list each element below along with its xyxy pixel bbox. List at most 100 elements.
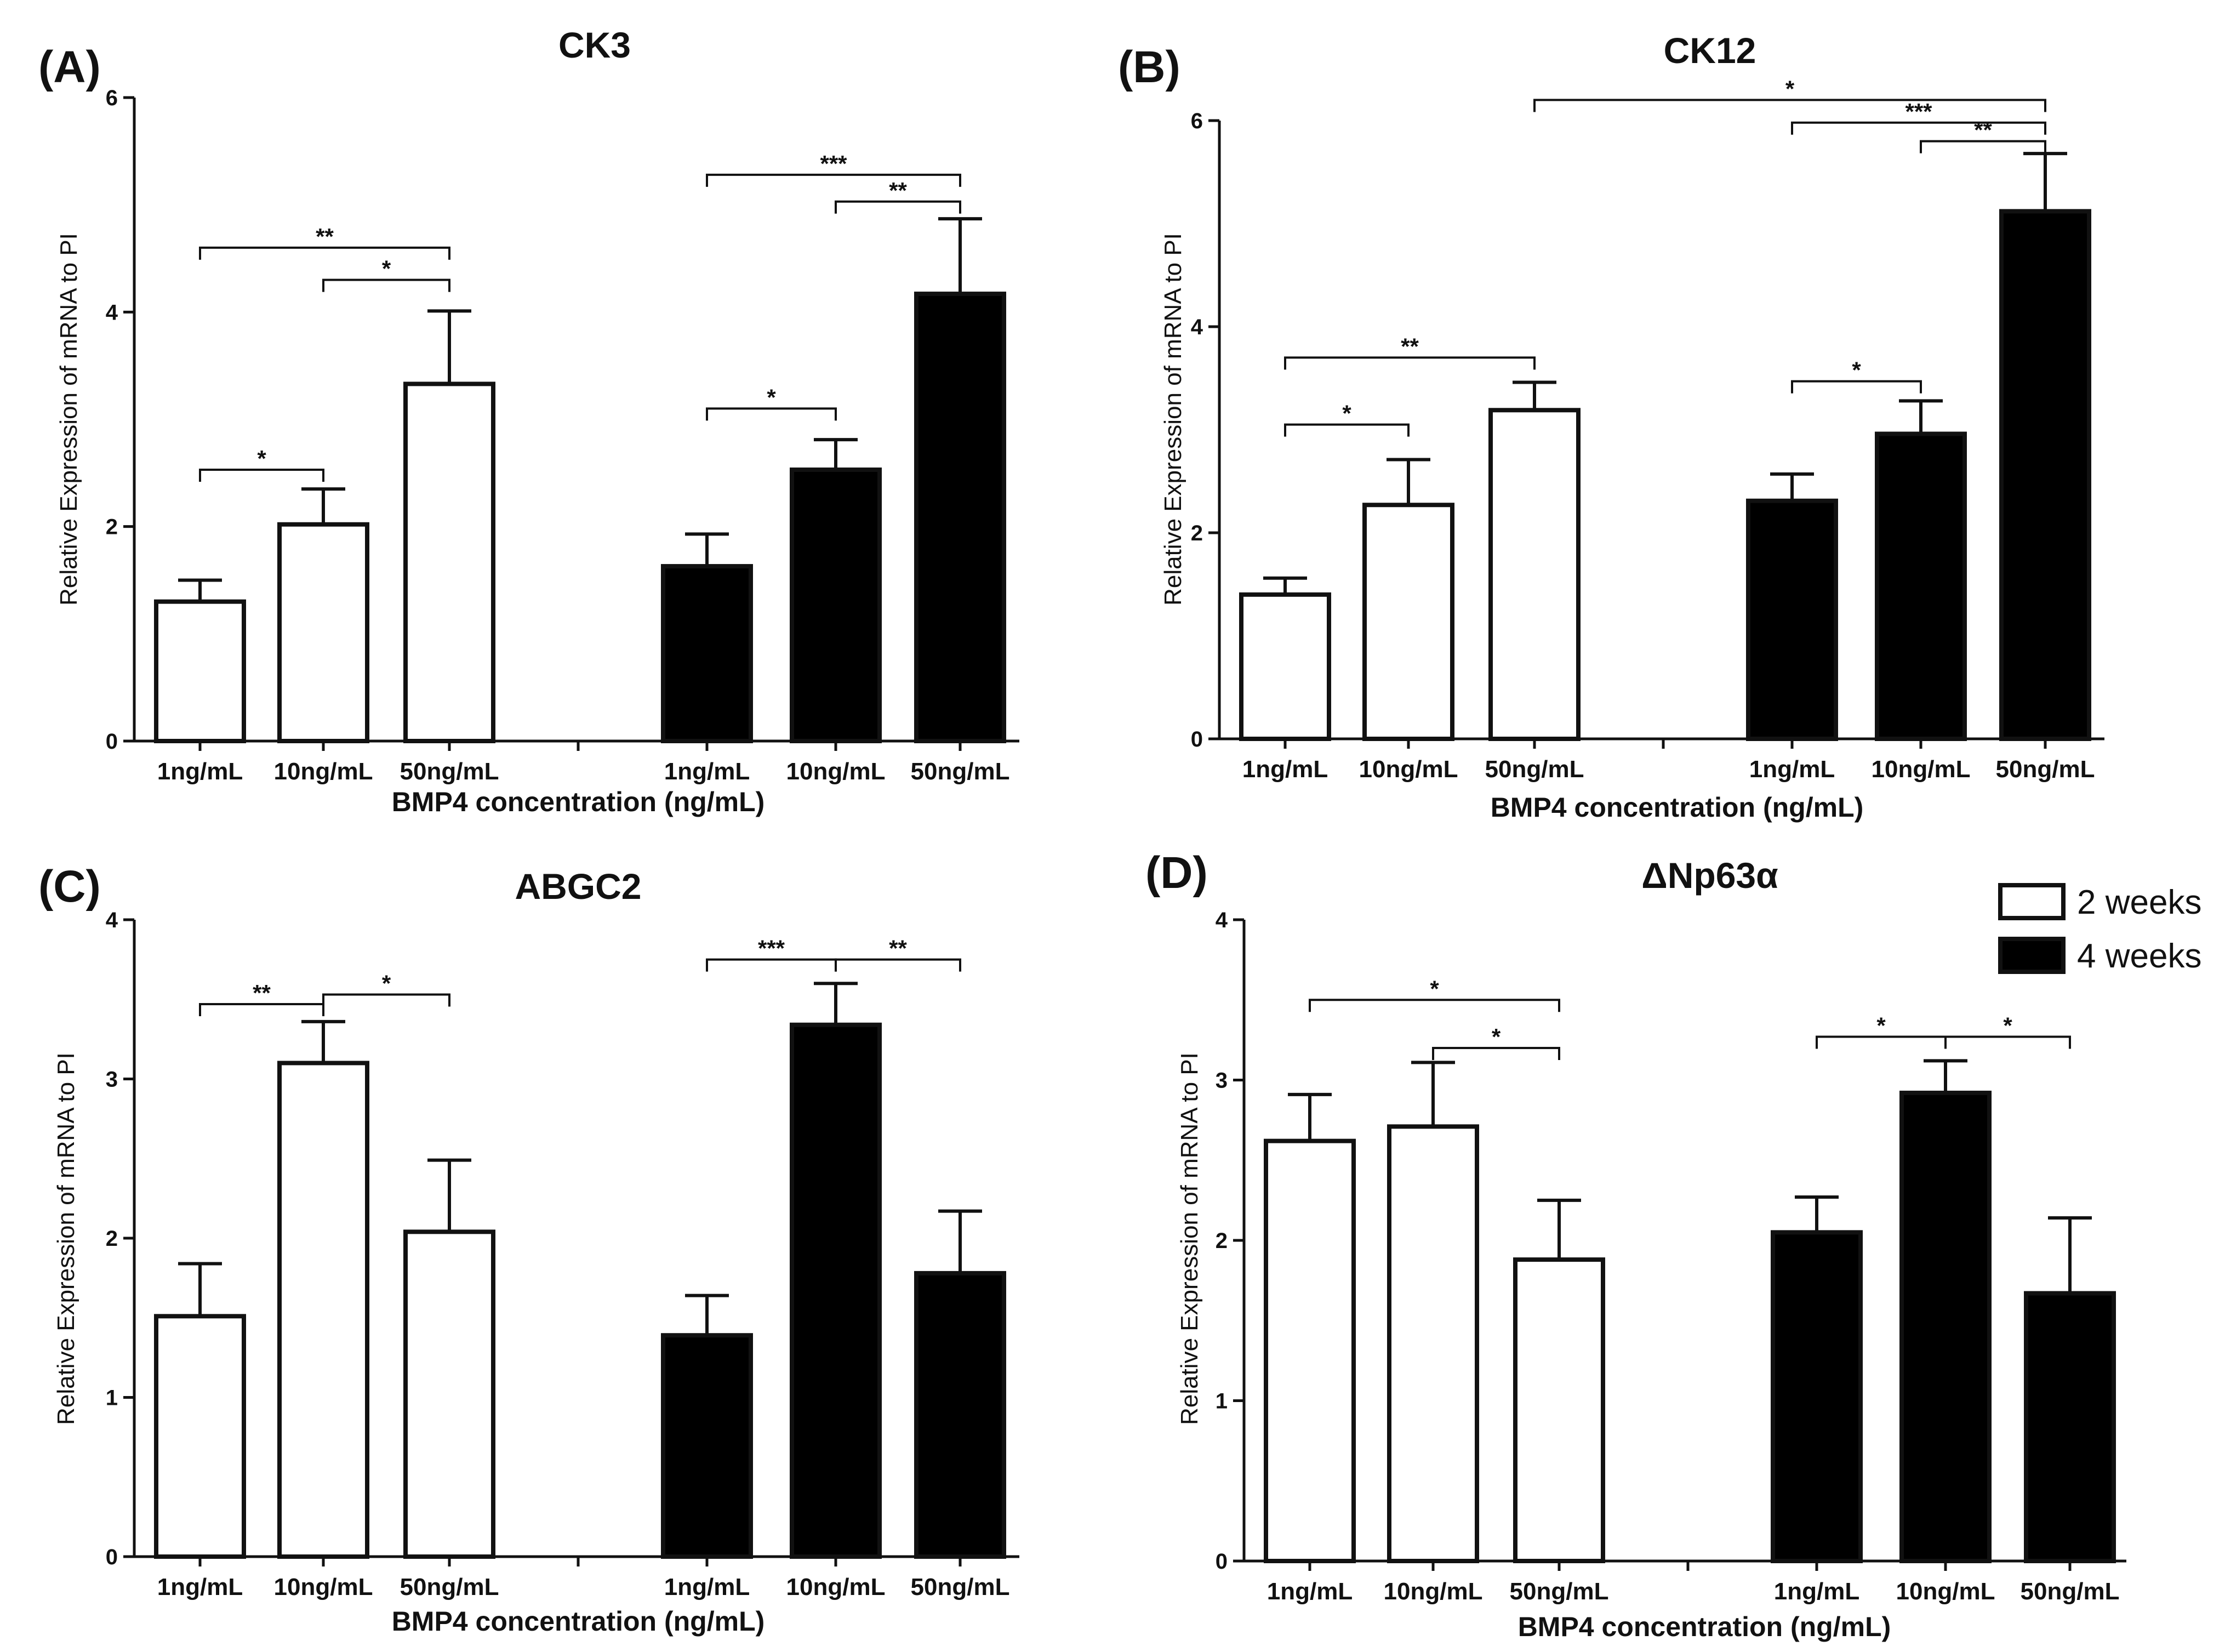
significance-bracket bbox=[835, 958, 961, 972]
x-tick-label: 10ng/mL bbox=[274, 1574, 373, 1600]
bar-2wk-50ng bbox=[1488, 408, 1581, 741]
bar-4wk-50ng bbox=[914, 292, 1006, 743]
legend-label: 2 weeks bbox=[2077, 884, 2201, 921]
y-tick-label: 6 bbox=[106, 86, 118, 110]
x-tick-label: 10ng/mL bbox=[786, 1574, 886, 1600]
significance-label: ** bbox=[889, 178, 907, 203]
bar-2wk-50ng bbox=[1513, 1257, 1605, 1564]
x-axis-title: BMP4 concentration (ng/mL) bbox=[392, 1606, 765, 1637]
significance-bracket bbox=[1284, 356, 1536, 370]
x-tick-label: 50ng/mL bbox=[911, 758, 1010, 785]
y-tick-label: 2 bbox=[106, 515, 118, 539]
significance-bracket bbox=[1791, 121, 2046, 135]
y-axis-title: Relative Expression of mRNA to PI bbox=[53, 1052, 79, 1425]
bar-2wk-1ng bbox=[154, 599, 246, 743]
significance-bracket bbox=[1816, 1035, 1947, 1049]
chart-title: ΔNp63α bbox=[1641, 855, 1778, 896]
bar-2wk-10ng bbox=[277, 522, 369, 744]
significance-bracket bbox=[1533, 99, 2046, 112]
y-tick-label: 6 bbox=[1191, 109, 1203, 133]
significance-bracket bbox=[199, 246, 450, 260]
x-tick-label: 1ng/mL bbox=[157, 1574, 243, 1600]
panel-letter: (D) bbox=[1145, 848, 1208, 898]
significance-label: * bbox=[767, 384, 776, 410]
y-axis-title: Relative Expression of mRNA to PI bbox=[55, 233, 82, 606]
panel-letter: (A) bbox=[38, 42, 101, 92]
significance-label: ** bbox=[1401, 333, 1419, 359]
y-tick-label: 4 bbox=[106, 908, 118, 932]
significance-label: * bbox=[1492, 1024, 1501, 1050]
bar-2wk-10ng bbox=[1362, 503, 1454, 741]
significance-label: *** bbox=[1905, 99, 1932, 124]
significance-bracket bbox=[706, 173, 961, 187]
y-tick-label: 0 bbox=[1191, 727, 1203, 751]
panel-letter: (C) bbox=[38, 862, 101, 912]
significance-bracket bbox=[1309, 999, 1560, 1012]
y-tick-label: 0 bbox=[1216, 1550, 1228, 1574]
significance-label: * bbox=[1785, 76, 1795, 101]
y-tick-label: 4 bbox=[1216, 908, 1228, 932]
y-tick-label: 3 bbox=[1216, 1069, 1228, 1093]
bar-2wk-50ng bbox=[403, 1229, 495, 1559]
x-axis-title: BMP4 concentration (ng/mL) bbox=[392, 787, 765, 817]
x-tick-label: 50ng/mL bbox=[400, 758, 499, 785]
significance-bracket bbox=[1944, 1035, 2071, 1049]
significance-bracket bbox=[835, 200, 961, 214]
x-tick-label: 10ng/mL bbox=[1384, 1578, 1483, 1605]
bar-4wk-10ng bbox=[790, 467, 882, 743]
chart-panel-d: (D) ΔNp63α 0 1 2 3 4 1ng/mL 10ng/mL 50ng/mL 1ng/mL… bbox=[1145, 848, 2126, 1642]
significance-bracket bbox=[1432, 1047, 1560, 1060]
x-tick-label: 10ng/mL bbox=[1872, 756, 1971, 783]
bar-4wk-10ng bbox=[1875, 431, 1967, 741]
significance-bracket bbox=[322, 278, 450, 292]
bar-4wk-10ng bbox=[790, 1022, 882, 1559]
x-tick-label: 1ng/mL bbox=[1749, 756, 1835, 783]
significance-label: *** bbox=[758, 936, 785, 961]
significance-bracket bbox=[1791, 380, 1922, 394]
x-tick-label: 1ng/mL bbox=[1242, 756, 1328, 783]
panel-letter: (B) bbox=[1118, 42, 1180, 92]
bar-2wk-1ng bbox=[154, 1314, 246, 1559]
legend-swatch-4-weeks bbox=[1998, 937, 2066, 974]
y-tick-label: 4 bbox=[106, 300, 118, 324]
bar-2wk-10ng bbox=[277, 1061, 369, 1559]
bar-2wk-1ng bbox=[1239, 592, 1331, 742]
significance-label: * bbox=[382, 971, 391, 996]
x-tick-label: 1ng/mL bbox=[664, 758, 750, 785]
y-axis-title: Relative Expression of mRNA to PI bbox=[1160, 233, 1186, 606]
significance-label: *** bbox=[820, 151, 847, 176]
y-tick-label: 0 bbox=[106, 730, 118, 754]
bar-2wk-1ng bbox=[1264, 1138, 1356, 1563]
significance-label: ** bbox=[889, 936, 907, 961]
bar-2wk-50ng bbox=[403, 381, 495, 743]
significance-label: * bbox=[1876, 1013, 1886, 1039]
significance-bracket bbox=[706, 407, 837, 421]
bar-4wk-1ng bbox=[1746, 498, 1838, 741]
chart-title: CK3 bbox=[558, 25, 631, 65]
x-tick-label: 1ng/mL bbox=[157, 758, 243, 785]
bar-4wk-50ng bbox=[1999, 209, 2091, 741]
x-tick-label: 50ng/mL bbox=[1510, 1578, 1609, 1605]
x-axis-title: BMP4 concentration (ng/mL) bbox=[1491, 792, 1864, 823]
y-tick-label: 0 bbox=[106, 1545, 118, 1569]
x-tick-label: 1ng/mL bbox=[664, 1574, 750, 1600]
bar-4wk-50ng bbox=[2024, 1291, 2116, 1563]
significance-label: * bbox=[1342, 401, 1351, 426]
x-tick-label: 10ng/mL bbox=[274, 758, 373, 785]
significance-label: * bbox=[2003, 1013, 2012, 1039]
x-tick-label: 10ng/mL bbox=[786, 758, 886, 785]
y-tick-label: 2 bbox=[1216, 1229, 1228, 1253]
significance-bracket bbox=[1920, 140, 2046, 153]
x-tick-label: 1ng/mL bbox=[1774, 1578, 1859, 1605]
significance-bracket bbox=[1284, 423, 1410, 437]
bar-2wk-10ng bbox=[1387, 1124, 1479, 1563]
significance-bracket bbox=[199, 468, 324, 482]
chart-title: CK12 bbox=[1664, 30, 1756, 71]
x-tick-label: 50ng/mL bbox=[2021, 1578, 2120, 1605]
significance-label: * bbox=[257, 446, 266, 471]
significance-bracket bbox=[199, 1002, 324, 1016]
chart-title: ABGC2 bbox=[515, 866, 641, 907]
x-tick-label: 10ng/mL bbox=[1896, 1578, 1995, 1605]
significance-label: * bbox=[1430, 976, 1439, 1001]
